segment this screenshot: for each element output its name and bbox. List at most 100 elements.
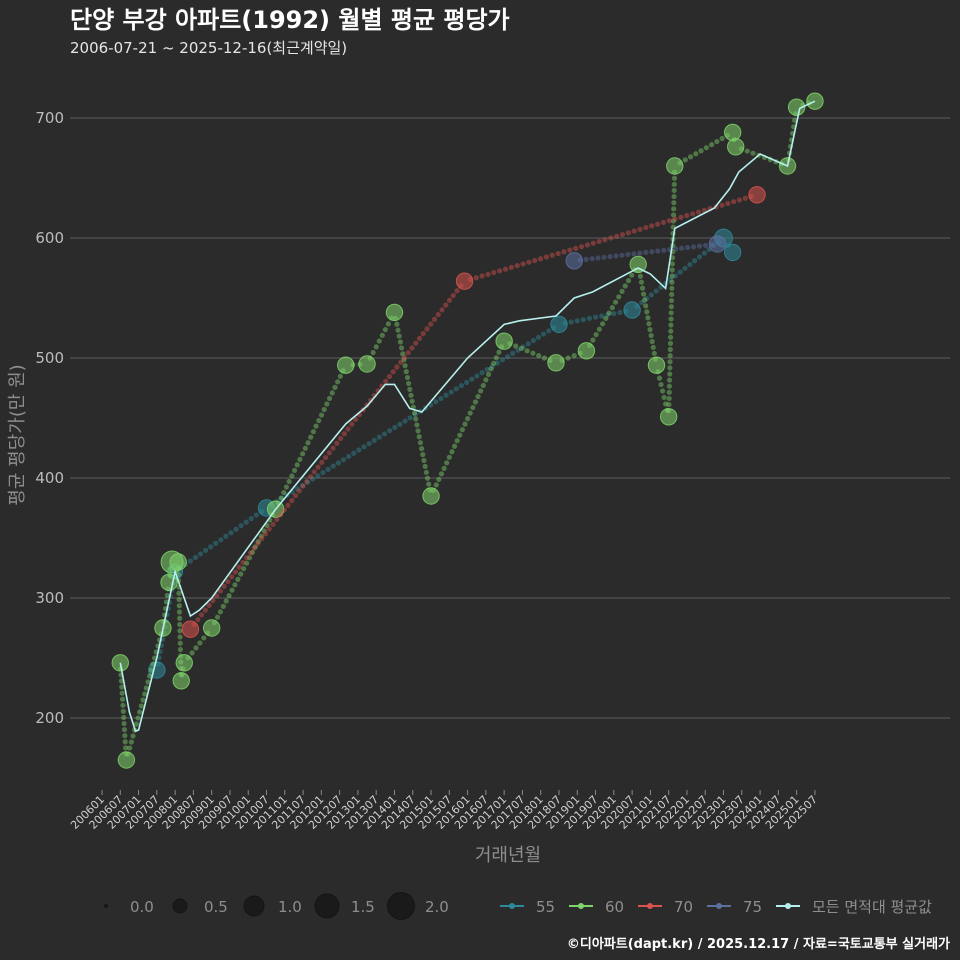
series-55-trail-dot <box>356 447 362 453</box>
series-70-trail-dot <box>443 302 449 308</box>
series-60-trail-dot <box>465 416 471 422</box>
series-70-trail-dot <box>270 521 276 527</box>
series-70-trail-dot <box>337 435 344 442</box>
series-60-trail-dot <box>496 349 502 355</box>
chart-subtitle: 2006-07-21 ~ 2025-12-16(최근계약일) <box>70 39 347 57</box>
series-60-trail-dot <box>137 709 143 715</box>
series-75-trail-dot <box>673 246 679 252</box>
series-70-trail-dot <box>255 540 261 546</box>
series-55-trail-dot <box>505 354 511 360</box>
series-60-trail-dot <box>332 384 338 390</box>
series-70-trail-dot <box>398 359 404 365</box>
series-70-trail-dot <box>567 247 573 253</box>
series-60-point <box>385 303 404 322</box>
series-55-trail-dot <box>530 337 536 344</box>
series-70-trail-dot <box>690 211 696 217</box>
series-70-trail-dot <box>292 493 299 499</box>
series-60-trail-dot <box>666 377 673 383</box>
series-60-trail-dot <box>433 482 439 488</box>
series-60-trail-dot <box>423 469 429 475</box>
series-60-trail-dot <box>643 303 649 309</box>
series-55-trail-dot <box>233 526 239 532</box>
series-70-trail-dot <box>277 512 284 518</box>
series-60-trail-dot <box>400 351 406 357</box>
series-60-trail-dot <box>401 357 407 363</box>
series-60-trail-dot <box>201 635 207 641</box>
series-55-trail-dot <box>458 383 465 389</box>
series-55-trail-dot <box>402 418 408 424</box>
series-70-trail-dot <box>446 297 453 303</box>
series-55-trail-dot <box>605 312 611 318</box>
y-tick-label: 300 <box>35 589 64 607</box>
series-55-trail-dot <box>330 463 336 469</box>
series-70-trail-dot <box>349 421 355 427</box>
series-60-trail-dot <box>164 592 170 599</box>
series-70-trail-dot <box>322 454 329 461</box>
series-70-trail-dot <box>214 593 220 599</box>
series-60-trail-dot <box>394 321 400 327</box>
series-70-trail-dot <box>532 257 538 264</box>
series-60-trail-dot <box>313 423 319 429</box>
series-60-trail-dot <box>637 273 643 279</box>
series-60-point <box>422 487 440 505</box>
series-70-trail-dot <box>386 373 393 380</box>
color-legend-label: 모든 면적대 평균값 <box>812 898 932 916</box>
series-75-trail-dot <box>619 252 625 258</box>
series-60-trail-dot <box>305 440 311 446</box>
series-60-trail-dot <box>609 305 615 311</box>
series-55-trail-dot <box>371 437 377 443</box>
series-70-trail-dot <box>608 235 614 241</box>
series-70-trail-dot <box>206 602 212 608</box>
size-legend-key <box>243 895 265 917</box>
series-60-trail-dot <box>177 615 183 621</box>
series-60-trail-dot <box>616 294 622 300</box>
series-60-trail-dot <box>644 309 650 315</box>
series-60-trail-dot <box>649 338 655 345</box>
series-75-trail-dot <box>702 242 709 248</box>
series-70-trail-dot <box>742 195 748 201</box>
series-60-trail-dot <box>640 291 647 297</box>
series-60-trail-dot <box>648 332 654 339</box>
series-60-trail-dot <box>337 373 343 379</box>
series-60-trail-dot <box>235 576 241 583</box>
series-70-point <box>455 272 474 290</box>
series-55-trail-dot <box>407 415 413 421</box>
series-60-trail-dot <box>682 157 688 163</box>
series-60-trail-dot <box>176 609 183 615</box>
series-70-trail-dot <box>259 536 265 542</box>
series-60-trail-dot <box>483 377 489 383</box>
series-70-trail-dot <box>684 212 690 219</box>
series-60-trail-dot <box>140 697 146 703</box>
series-60-trail-dot <box>656 375 663 381</box>
series-60-trail-dot <box>278 495 284 501</box>
series-70-trail-dot <box>631 228 637 234</box>
series-55-trail-dot <box>351 450 357 456</box>
series-60-trail-dot <box>197 640 203 646</box>
series-60-trail-dot <box>470 404 476 411</box>
series-60-trail-dot <box>119 684 125 690</box>
series-60-trail-dot <box>541 355 548 361</box>
series-60-trail-dot <box>121 727 128 733</box>
series-60-trail-dot <box>135 715 141 721</box>
series-60-trail-dot <box>300 451 306 457</box>
series-60-point <box>727 138 745 156</box>
series-55-trail-dot <box>546 328 552 334</box>
series-55-trail-dot <box>443 392 449 398</box>
series-60-trail-dot <box>119 696 126 702</box>
series-55-trail-dot <box>677 269 683 275</box>
series-60-trail-dot <box>402 363 408 369</box>
series-55-trail-dot <box>304 479 311 485</box>
series-70-trail-dot <box>296 488 302 494</box>
series-60-trail-dot <box>488 366 494 372</box>
color-legend-dot <box>509 903 515 909</box>
series-60-trail-dot <box>123 745 129 751</box>
series-55-trail-dot <box>672 273 679 279</box>
series-55-trail-dot <box>639 299 645 306</box>
series-55-trail-dot <box>325 466 331 472</box>
series-60-trail-dot <box>590 337 596 343</box>
series-60-trail-dot <box>667 353 673 359</box>
series-55-trail-dot <box>611 311 617 317</box>
series-60-trail-dot <box>671 193 677 200</box>
series-70-trail-dot <box>473 275 479 281</box>
series-75-trail-dot <box>595 255 601 261</box>
